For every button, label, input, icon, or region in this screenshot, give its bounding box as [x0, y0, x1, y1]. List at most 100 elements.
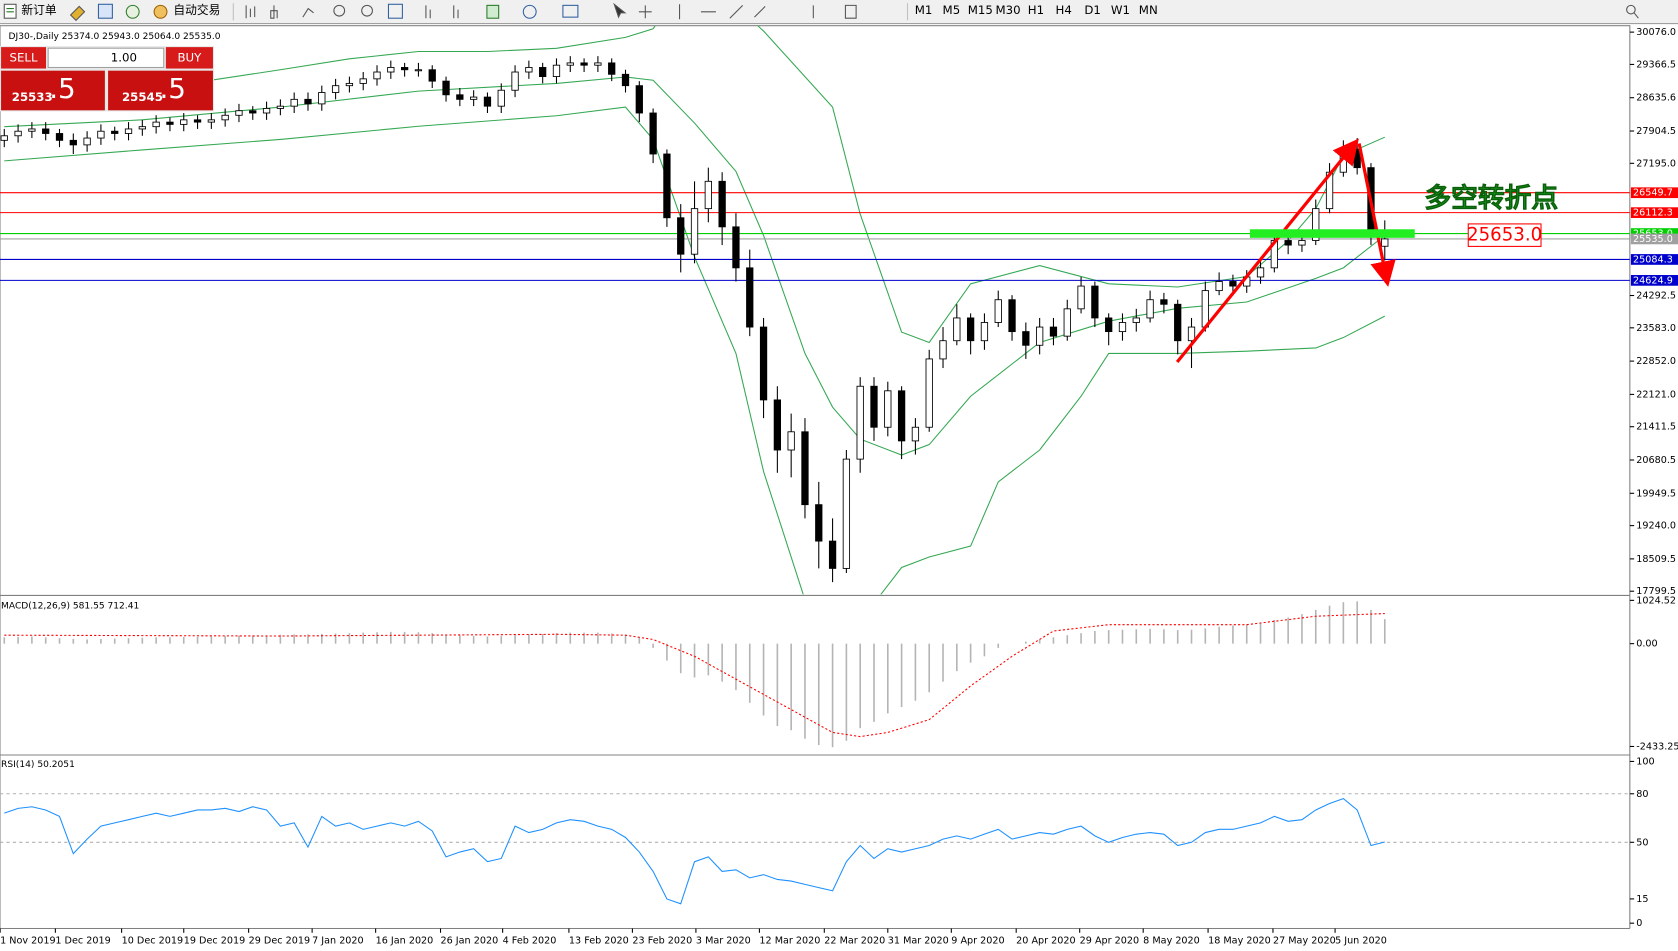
indicator-title: MACD(12,26,9) 581.55 712.41	[1, 602, 139, 612]
x-tick-label: 31 Mar 2020	[888, 935, 949, 946]
candle-body	[856, 385, 864, 460]
bid-pip: .5	[49, 72, 76, 105]
candle-body	[704, 180, 712, 210]
turning-point-text: 多空转折点	[1424, 182, 1558, 214]
y-tick-label: 0	[1636, 918, 1642, 929]
candle-body	[359, 78, 367, 84]
candle-body	[28, 128, 36, 132]
candle-body	[69, 139, 77, 146]
y-tick-label: 30076.0	[1636, 27, 1676, 38]
candle-body	[1132, 317, 1140, 323]
level-label-box	[1630, 228, 1678, 239]
sell-button[interactable]	[1, 47, 47, 69]
turning-point-box	[1467, 223, 1542, 247]
y-tick-label: 50	[1636, 837, 1648, 848]
candle-body	[1077, 285, 1085, 310]
timeframe-button[interactable]: H1	[1028, 3, 1044, 17]
x-tick-label: 7 Jan 2020	[312, 935, 364, 946]
timeframe-button[interactable]: M5	[943, 3, 961, 17]
timeframe-button[interactable]: H4	[1056, 3, 1072, 17]
candle-body	[111, 130, 119, 134]
candle-body	[138, 126, 146, 130]
auto-trading-button[interactable]: 自动交易	[173, 3, 220, 17]
candle-body	[1160, 299, 1168, 305]
macd-panel	[3, 601, 1386, 748]
candle-body	[428, 69, 436, 82]
candle-body	[1008, 299, 1016, 333]
candle-body	[1091, 285, 1099, 319]
x-tick-label: 29 Apr 2020	[1080, 935, 1139, 946]
candle-body	[1256, 267, 1265, 278]
candle-body	[55, 133, 64, 141]
candle-body	[483, 96, 492, 107]
timeframe-button[interactable]: M15	[968, 3, 993, 17]
candle-body	[801, 431, 809, 506]
x-tick-label: 22 Mar 2020	[824, 935, 885, 946]
candle-body	[304, 98, 312, 105]
candle-body	[842, 458, 851, 569]
indicator-title: DJ30-,Daily 25374.0 25943.0 25064.0 2553…	[9, 32, 221, 42]
candle-body	[97, 130, 105, 139]
timeframe-button[interactable]: W1	[1111, 3, 1130, 17]
candle-body	[732, 226, 740, 269]
candle-body	[152, 121, 160, 128]
candle-body	[290, 98, 298, 107]
candle-body	[608, 62, 616, 75]
new-order-button[interactable]: 新订单	[21, 3, 57, 17]
bid-box[interactable]	[1, 70, 105, 111]
y-tick-label: 17799.5	[1636, 586, 1676, 597]
candle-body	[718, 180, 726, 228]
candle-body	[331, 85, 340, 93]
x-tick-label: 3 Mar 2020	[696, 935, 751, 946]
candle-body	[759, 326, 768, 401]
price-panel	[0, 25, 1630, 595]
level-label: 26549.7	[1633, 188, 1673, 199]
y-tick-label: 100	[1636, 756, 1654, 767]
y-tick-label: 15	[1636, 894, 1648, 905]
timeframe-button[interactable]: MN	[1139, 3, 1158, 17]
x-tick-label: 13 Feb 2020	[569, 935, 629, 946]
timeframe-button[interactable]: D1	[1084, 3, 1101, 17]
candle-body	[663, 153, 671, 219]
candle-body	[773, 399, 781, 451]
y-tick-label: 22121.0	[1636, 389, 1676, 400]
toolbar	[0, 0, 1678, 24]
sell-label[interactable]: SELL	[10, 50, 38, 64]
candle-body	[815, 504, 823, 542]
chart-frame	[0, 25, 1631, 930]
candle-body	[1187, 326, 1196, 342]
ask-box[interactable]	[108, 70, 213, 111]
candle-body	[525, 67, 533, 73]
candle-body	[414, 69, 423, 72]
y-tick-label: 27904.5	[1636, 126, 1676, 137]
candle-body	[1105, 317, 1113, 333]
one-click-trading: SELL 1.00 BUY 25533 .5 25545 .5	[0, 46, 215, 112]
y-tick-label: 80	[1636, 789, 1648, 800]
lots-field[interactable]	[47, 47, 165, 69]
buy-button[interactable]	[165, 47, 213, 69]
candle-body	[1298, 240, 1306, 246]
timeframe-button[interactable]: M1	[915, 3, 933, 17]
ask-price: 25545	[122, 90, 163, 104]
candle-body	[180, 119, 188, 125]
level-label-box	[1630, 233, 1678, 245]
turning-point-bar	[1249, 229, 1415, 238]
x-tick-label: 26 Jan 2020	[441, 935, 499, 946]
trend-arrows	[1175, 138, 1396, 363]
timeframe-button[interactable]: M30	[996, 3, 1021, 17]
candle-body	[387, 67, 395, 73]
lots-value[interactable]: 1.00	[111, 50, 137, 64]
x-tick-label: 4 Feb 2020	[503, 935, 557, 946]
turning-point-price: 25653.0	[1467, 225, 1542, 246]
y-tick-label: 29366.5	[1636, 59, 1676, 70]
candle-body	[83, 137, 91, 146]
candle-body	[1174, 303, 1182, 342]
candle-body	[373, 71, 381, 80]
level-label: 26112.3	[1633, 208, 1673, 219]
timeframe-bar: M1 M5 M15 M30 H1 H4 D1 W1 MN	[915, 3, 1158, 17]
y-tick-label: 19949.5	[1636, 488, 1676, 499]
candle-body	[925, 358, 933, 428]
candle-body	[649, 112, 657, 155]
y-tick-label: 20680.5	[1636, 455, 1676, 466]
buy-label[interactable]: BUY	[177, 50, 202, 64]
